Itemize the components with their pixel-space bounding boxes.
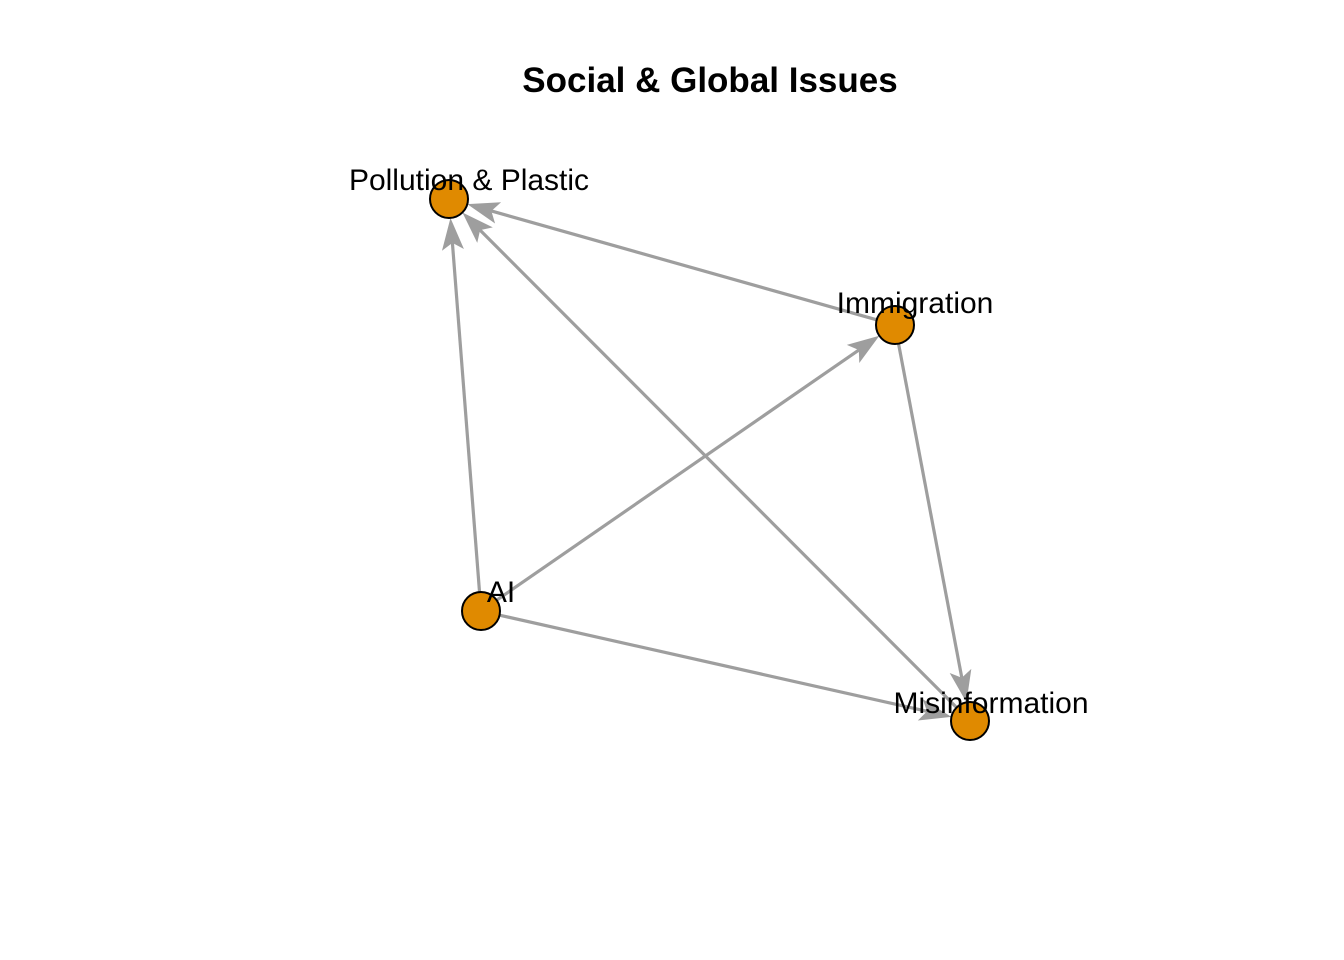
node-label-misinformation: Misinformation bbox=[893, 687, 1088, 720]
node-pollution bbox=[429, 179, 469, 219]
edge-ai-to-immigration bbox=[495, 335, 880, 602]
edge-misinformation-to-pollution bbox=[462, 212, 958, 709]
node-immigration bbox=[875, 305, 915, 345]
edges-layer bbox=[441, 202, 972, 721]
edge-ai-to-misinformation bbox=[499, 613, 952, 721]
nodes-layer bbox=[429, 179, 990, 741]
edge-line bbox=[896, 343, 964, 679]
edge-line bbox=[499, 613, 928, 713]
node-ai bbox=[461, 591, 501, 631]
labels-layer: Pollution & Plastic Immigration AI Misinfor… bbox=[349, 164, 1089, 720]
arrowhead bbox=[467, 202, 502, 224]
arrowhead bbox=[917, 699, 952, 721]
arrowhead bbox=[441, 217, 464, 251]
edge-immigration-to-pollution bbox=[467, 202, 878, 322]
node-label-ai: AI bbox=[487, 576, 515, 609]
edge-ai-to-pollution bbox=[441, 217, 482, 593]
edge-immigration-to-misinformation bbox=[896, 343, 972, 703]
diagram-title: Social & Global Issues bbox=[522, 61, 897, 100]
edge-line bbox=[490, 209, 878, 322]
arrowhead bbox=[949, 668, 972, 703]
arrowhead bbox=[462, 212, 493, 243]
node-label-pollution: Pollution & Plastic bbox=[349, 164, 589, 197]
edge-line bbox=[450, 242, 482, 593]
node-misinformation bbox=[950, 701, 990, 741]
arrowhead bbox=[846, 335, 880, 364]
edge-line bbox=[495, 348, 860, 602]
edge-line bbox=[478, 229, 958, 709]
node-label-immigration: Immigration bbox=[837, 287, 994, 320]
